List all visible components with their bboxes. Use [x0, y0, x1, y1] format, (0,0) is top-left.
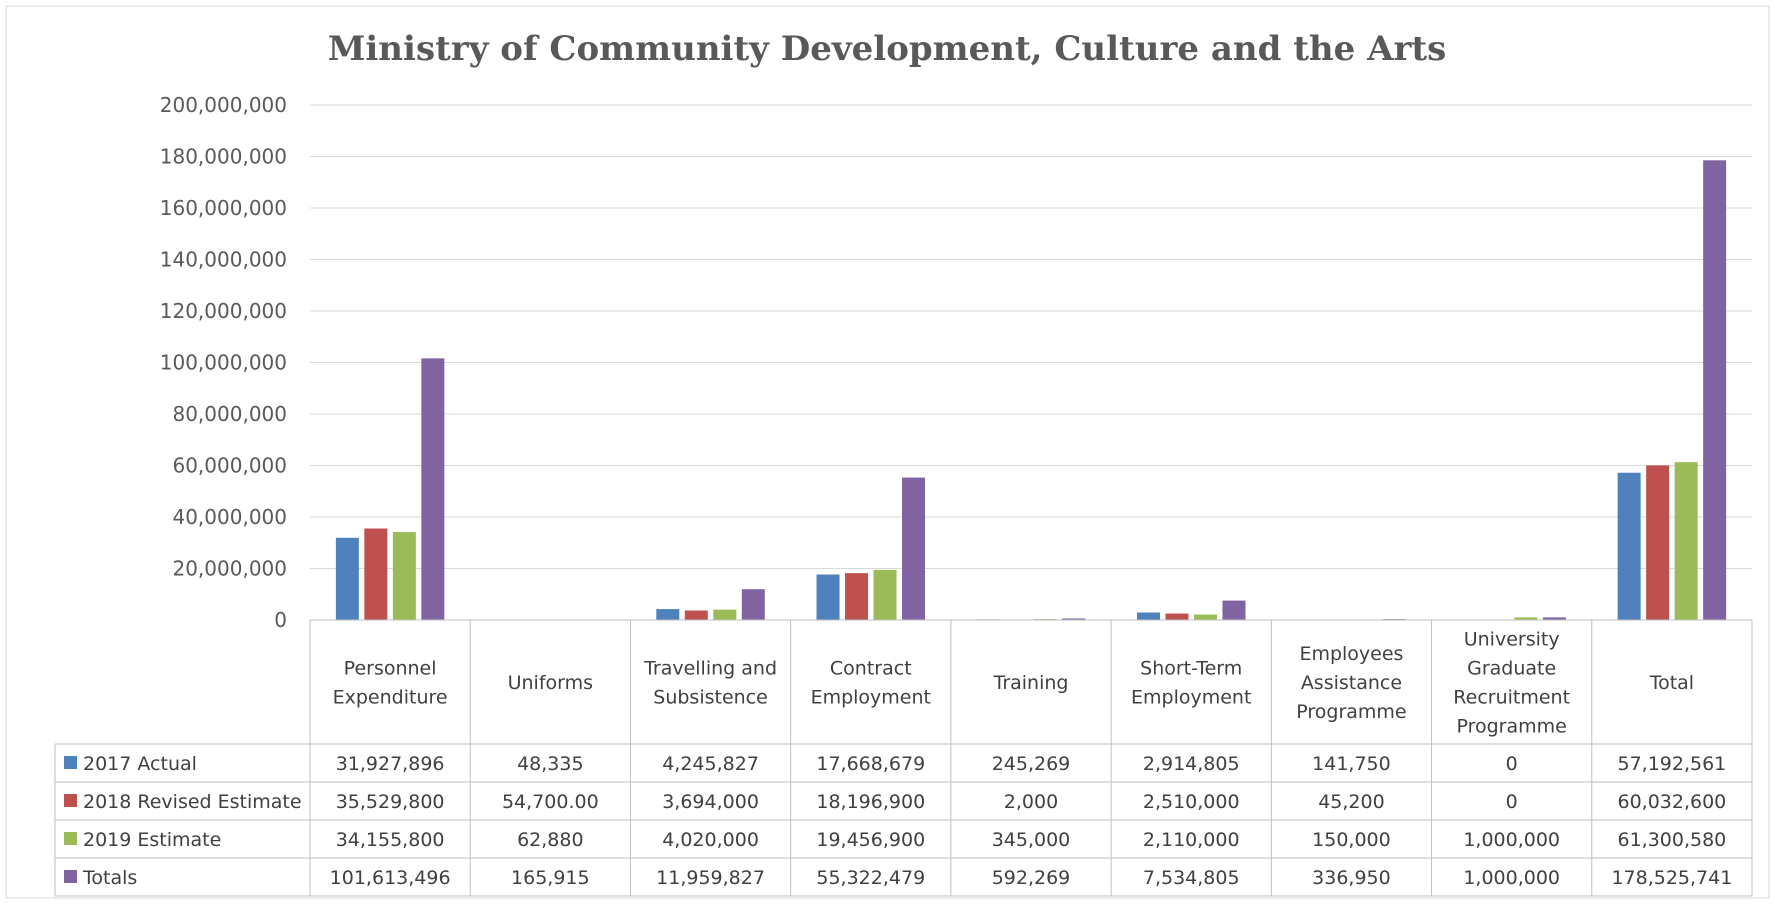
- legend-label-2018-revised-estimate: 2018 Revised Estimate: [83, 791, 302, 813]
- data-label-totals-contract-employment: 55,322,479: [816, 867, 925, 889]
- bar-2019-estimate-contract-employment: [873, 569, 897, 620]
- legend-label-2017-actual: 2017 Actual: [83, 753, 197, 775]
- data-label-totals-total: 178,525,741: [1611, 867, 1732, 889]
- bar-2018-revised-estimate-travelling-and-subsistence: [684, 610, 708, 620]
- data-label-2017-actual-training: 245,269: [992, 753, 1071, 775]
- data-label-totals-training: 592,269: [992, 867, 1071, 889]
- data-label-2018-revised-estimate-employees-assistance-programme: 45,200: [1318, 791, 1384, 813]
- legend-key-2017-actual: [64, 756, 77, 769]
- data-label-2019-estimate-personnel-expenditure: 34,155,800: [336, 829, 445, 851]
- bar-2017-actual-short-term-employment: [1136, 612, 1160, 620]
- data-label-totals-travelling-and-subsistence: 11,959,827: [656, 867, 765, 889]
- data-label-2019-estimate-uniforms: 62,880: [517, 829, 583, 851]
- bar-totals-training: [1062, 618, 1086, 620]
- data-label-totals-short-term-employment: 7,534,805: [1143, 867, 1240, 889]
- data-label-totals-personnel-expenditure: 101,613,496: [330, 867, 451, 889]
- legend-key-2019-estimate: [64, 832, 77, 845]
- bar-2017-actual-contract-employment: [816, 574, 840, 620]
- category-label-travelling-and-subsistence: Travelling and Subsistence: [643, 658, 777, 709]
- y-tick-label: 140,000,000: [160, 248, 287, 272]
- bar-2019-estimate-total: [1674, 462, 1698, 620]
- data-label-2018-revised-estimate-university-graduate-recruitment-programme: 0: [1506, 791, 1518, 813]
- bar-2019-estimate-short-term-employment: [1193, 614, 1217, 620]
- y-tick-label: 180,000,000: [160, 145, 287, 169]
- data-label-2018-revised-estimate-training: 2,000: [1004, 791, 1058, 813]
- data-label-2019-estimate-short-term-employment: 2,110,000: [1143, 829, 1240, 851]
- data-label-totals-university-graduate-recruitment-programme: 1,000,000: [1463, 867, 1560, 889]
- data-label-2018-revised-estimate-total: 60,032,600: [1617, 791, 1726, 813]
- data-table: Personnel Expenditure Uniforms Travelling a…: [54, 619, 1753, 897]
- category-label-university-graduate-recruitment-programme: University Graduate Recruitment Programme: [1453, 629, 1570, 738]
- y-tick-label: 120,000,000: [160, 299, 287, 323]
- data-label-2017-actual-personnel-expenditure: 31,927,896: [336, 753, 445, 775]
- data-label-2019-estimate-contract-employment: 19,456,900: [816, 829, 925, 851]
- data-label-2017-actual-travelling-and-subsistence: 4,245,827: [662, 753, 759, 775]
- category-label-short-term-employment: Short-Term Employment: [1131, 658, 1251, 709]
- data-label-2017-actual-employees-assistance-programme: 141,750: [1312, 753, 1391, 775]
- y-tick-label: 100,000,000: [160, 351, 287, 375]
- category-label-training: Training: [993, 672, 1069, 694]
- chart-frame: [5, 5, 1770, 899]
- y-tick-label: 200,000,000: [160, 93, 287, 117]
- category-label-total: Total: [1649, 672, 1694, 694]
- bar-2017-actual-personnel-expenditure: [335, 537, 359, 620]
- data-label-2018-revised-estimate-travelling-and-subsistence: 3,694,000: [662, 791, 759, 813]
- y-tick-label: 0: [274, 608, 287, 632]
- bar-2017-actual-travelling-and-subsistence: [656, 609, 680, 620]
- category-label-contract-employment: Contract Employment: [811, 658, 931, 709]
- data-label-2017-actual-total: 57,192,561: [1617, 753, 1726, 775]
- legend-label-2019-estimate: 2019 Estimate: [83, 829, 221, 851]
- legend-key-totals: [64, 870, 77, 883]
- y-tick-label: 160,000,000: [160, 196, 287, 220]
- data-label-2017-actual-university-graduate-recruitment-programme: 0: [1506, 753, 1518, 775]
- data-label-2019-estimate-travelling-and-subsistence: 4,020,000: [662, 829, 759, 851]
- bar-totals-short-term-employment: [1222, 600, 1246, 620]
- data-label-2019-estimate-training: 345,000: [992, 829, 1071, 851]
- data-label-totals-employees-assistance-programme: 336,950: [1312, 867, 1391, 889]
- legend-label-totals: Totals: [82, 867, 137, 889]
- data-label-2018-revised-estimate-uniforms: 54,700.00: [502, 791, 599, 813]
- bar-2018-revised-estimate-short-term-employment: [1165, 613, 1189, 620]
- bar-2019-estimate-travelling-and-subsistence: [713, 609, 737, 620]
- bar-totals-travelling-and-subsistence: [741, 589, 765, 620]
- data-label-2019-estimate-employees-assistance-programme: 150,000: [1312, 829, 1391, 851]
- chart-title: Ministry of Community Development, Cultu…: [328, 29, 1447, 69]
- bar-2019-estimate-university-graduate-recruitment-programme: [1514, 617, 1538, 620]
- bar-2018-revised-estimate-personnel-expenditure: [364, 528, 388, 620]
- bar-totals-contract-employment: [902, 477, 926, 620]
- bar-2019-estimate-personnel-expenditure: [392, 532, 416, 620]
- bar-totals-university-graduate-recruitment-programme: [1542, 617, 1566, 620]
- bars: [335, 160, 1727, 621]
- data-label-2019-estimate-total: 61,300,580: [1617, 829, 1726, 851]
- y-tick-label: 20,000,000: [172, 557, 287, 581]
- bar-totals-total: [1703, 160, 1727, 621]
- bar-2017-actual-total: [1617, 472, 1641, 620]
- y-tick-label: 60,000,000: [172, 454, 287, 478]
- data-label-2018-revised-estimate-short-term-employment: 2,510,000: [1143, 791, 1240, 813]
- data-label-2017-actual-uniforms: 48,335: [517, 753, 583, 775]
- bar-totals-personnel-expenditure: [421, 358, 445, 620]
- data-label-2019-estimate-university-graduate-recruitment-programme: 1,000,000: [1463, 829, 1560, 851]
- bar-2018-revised-estimate-total: [1646, 465, 1670, 620]
- category-label-personnel-expenditure: Personnel Expenditure: [333, 658, 448, 709]
- gridlines: [310, 104, 1752, 621]
- data-label-2017-actual-contract-employment: 17,668,679: [816, 753, 925, 775]
- data-label-2018-revised-estimate-personnel-expenditure: 35,529,800: [336, 791, 445, 813]
- data-label-totals-uniforms: 165,915: [511, 867, 590, 889]
- category-label-uniforms: Uniforms: [508, 672, 593, 694]
- y-tick-label: 40,000,000: [172, 505, 287, 529]
- category-label-employees-assistance-programme: Employees Assistance Programme: [1296, 643, 1406, 723]
- bar-2018-revised-estimate-contract-employment: [845, 573, 869, 620]
- y-axis-ticks: 0 20,000,000 40,000,000 60,000,000 80,000,00…: [160, 93, 287, 632]
- data-label-2017-actual-short-term-employment: 2,914,805: [1143, 753, 1240, 775]
- data-label-2018-revised-estimate-contract-employment: 18,196,900: [816, 791, 925, 813]
- legend-key-2018-revised-estimate: [64, 794, 77, 807]
- y-tick-label: 80,000,000: [172, 402, 287, 426]
